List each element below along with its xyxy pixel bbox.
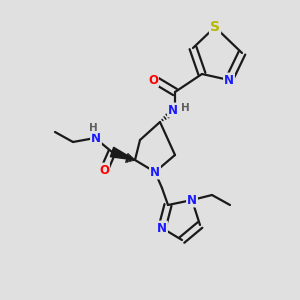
Text: N: N xyxy=(91,131,101,145)
Text: O: O xyxy=(148,74,158,86)
Text: N: N xyxy=(187,194,197,206)
Text: N: N xyxy=(157,221,167,235)
Text: S: S xyxy=(210,20,220,34)
Text: H: H xyxy=(181,103,189,113)
Text: N: N xyxy=(224,74,234,86)
Polygon shape xyxy=(110,147,135,160)
Text: N: N xyxy=(150,166,160,178)
Text: H: H xyxy=(88,123,98,133)
Text: O: O xyxy=(99,164,109,176)
Text: N: N xyxy=(168,103,178,116)
